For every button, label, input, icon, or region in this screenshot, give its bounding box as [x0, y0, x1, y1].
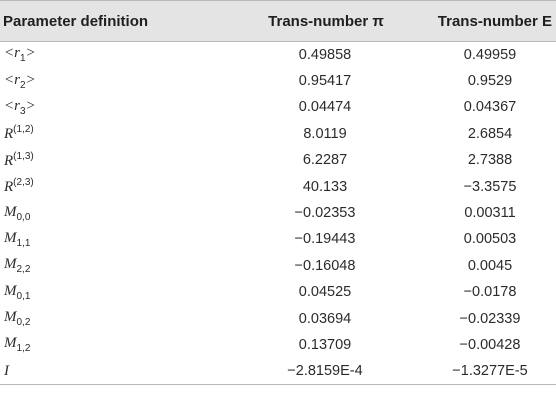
table-row: R(1,2) 8.0119 2.6854	[0, 121, 556, 147]
parameter-subscript: 1,2	[16, 343, 31, 355]
trans-number-pi-value: 0.04474	[298, 99, 352, 116]
parameter-subscript: 1,1	[16, 237, 31, 249]
parameter-symbol: M	[4, 309, 17, 326]
parameter-symbol: M	[4, 229, 17, 246]
parameter-symbol: M	[4, 203, 17, 220]
trans-number-pi-value: 40.133	[302, 178, 348, 195]
parameter-symbol: M	[4, 335, 17, 352]
parameter-cell: M0,2	[0, 305, 210, 331]
parameter-symbol: I	[4, 362, 9, 379]
parameter-subscript: 1	[19, 53, 26, 65]
parameter-subscript: 0,2	[16, 317, 31, 329]
trans-number-pi-value: −0.02353	[294, 205, 356, 222]
parameter-symbol: R	[4, 152, 14, 169]
parameter-cell: M2,2	[0, 253, 210, 279]
trans-number-e-value: −0.02339	[459, 310, 521, 327]
header-parameter-definition: Parameter definition	[0, 0, 210, 42]
parameter-subscript: 2,2	[16, 264, 31, 276]
trans-number-e-value: 2.6854	[467, 125, 513, 142]
trans-number-e-value: 2.7388	[467, 152, 513, 169]
trans-number-e-value: 0.0045	[467, 257, 513, 274]
parameter-superscript: (1,2)	[13, 124, 34, 136]
table-row: M0,1 0.04525 −0.0178	[0, 279, 556, 305]
table-row: R(1,3) 6.2287 2.7388	[0, 147, 556, 173]
table-body: <r1> 0.49858 0.49959 <r2> 0.95417 0.9529 <r3> 0…	[0, 42, 556, 386]
trans-number-pi-value: 0.49858	[298, 46, 352, 63]
trans-number-e-value: −0.00428	[459, 336, 521, 353]
parameter-superscript: (2,3)	[13, 177, 34, 189]
parameter-superscript: (1,3)	[13, 150, 34, 162]
trans-number-e-value: −1.3277E-5	[406, 358, 556, 386]
table-row: <r2> 0.95417 0.9529	[0, 68, 556, 94]
parameter-cell: I	[0, 358, 210, 386]
parameter-cell: M1,2	[0, 332, 210, 358]
table-row: M2,2 −0.16048 0.0045	[0, 253, 556, 279]
table-row: R(2,3) 40.133 −3.3575	[0, 173, 556, 199]
trans-number-e-value: 0.49959	[463, 46, 517, 63]
trans-number-e-value: 0.9529	[467, 73, 513, 90]
trans-number-pi-value: 0.04525	[298, 284, 352, 301]
trans-number-pi-value: −0.16048	[294, 257, 356, 274]
parameter-subscript: 0,0	[16, 211, 31, 223]
trans-number-e-value: −0.0178	[463, 284, 517, 301]
trans-number-pi-value: 0.03694	[298, 310, 352, 327]
trans-number-e-value: −3.3575	[463, 178, 517, 195]
parameter-subscript: 3	[19, 105, 26, 117]
header-trans-number-pi: Trans-number π	[210, 0, 406, 42]
parameter-symbol: M	[4, 282, 17, 299]
header-trans-number-e: Trans-number E	[406, 0, 556, 42]
parameter-symbol: M	[4, 256, 17, 273]
header-row: Parameter definition Trans-number π Tran…	[0, 0, 556, 42]
parameter-cell: M0,0	[0, 200, 210, 226]
parameter-cell: M0,1	[0, 279, 210, 305]
parameter-symbol: r	[14, 97, 20, 114]
parameter-cell: R(2,3)	[0, 173, 210, 199]
trans-number-e-value: 0.04367	[463, 99, 517, 116]
trans-number-pi-value: 0.13709	[298, 336, 352, 353]
parameter-cell: <r1>	[4, 45, 36, 65]
parameter-cell: <r2>	[4, 71, 36, 91]
table-row: <r1> 0.49858 0.49959	[0, 42, 556, 68]
trans-number-e-value: 0.00503	[463, 231, 517, 248]
parameter-table: Parameter definition Trans-number π Tran…	[0, 0, 556, 386]
trans-number-pi-value: −2.8159E-4	[210, 358, 406, 386]
trans-number-pi-value: 0.95417	[298, 73, 352, 90]
parameter-subscript: 0,1	[16, 290, 31, 302]
table-row: M0,0 −0.02353 0.00311	[0, 200, 556, 226]
parameter-subscript: 2	[19, 79, 26, 91]
table-row: M1,2 0.13709 −0.00428	[0, 332, 556, 358]
parameter-symbol: r	[14, 71, 20, 88]
parameter-symbol: R	[4, 126, 14, 143]
table-row: I −2.8159E-4 −1.3277E-5	[0, 358, 556, 386]
table-row: M0,2 0.03694 −0.02339	[0, 305, 556, 331]
trans-number-pi-value: 8.0119	[303, 125, 347, 142]
table-row: <r3> 0.04474 0.04367	[0, 94, 556, 120]
table-header: Parameter definition Trans-number π Tran…	[0, 0, 556, 42]
parameter-cell: <r3>	[4, 97, 36, 117]
parameter-cell: M1,1	[0, 226, 210, 252]
trans-number-e-value: 0.00311	[464, 205, 516, 222]
trans-number-pi-value: 6.2287	[302, 152, 348, 169]
parameter-symbol: R	[4, 179, 14, 196]
trans-number-pi-value: −0.19443	[294, 231, 356, 248]
parameter-symbol: r	[14, 45, 20, 62]
table-row: M1,1 −0.19443 0.00503	[0, 226, 556, 252]
parameter-cell: R(1,2)	[0, 121, 210, 147]
parameter-cell: R(1,3)	[0, 147, 210, 173]
